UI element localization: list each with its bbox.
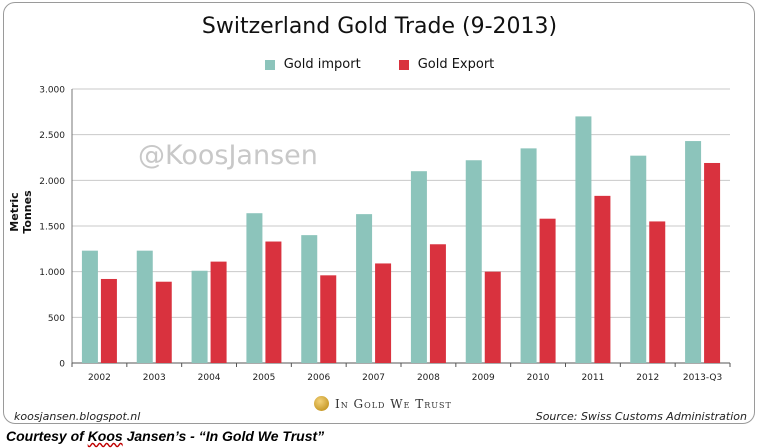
x-tick-label: 2008 [417, 373, 440, 383]
legend-item-import: Gold import [264, 57, 361, 72]
bar-gold-import [136, 250, 153, 363]
x-tick-label: 2012 [636, 373, 659, 383]
x-tick-label: 2005 [252, 373, 275, 383]
bar-gold-export [704, 162, 721, 363]
bar-gold-export [320, 275, 337, 363]
image-caption: Courtesy of Koos Jansen’s - “In Gold We … [6, 428, 324, 444]
bar-gold-import [356, 214, 373, 363]
y-tick-label: 2.000 [39, 177, 65, 187]
bar-gold-import [81, 250, 98, 363]
bar-gold-export [594, 195, 611, 363]
bar-gold-import [685, 141, 702, 363]
x-tick-label: 2010 [527, 373, 550, 383]
x-tick-label: 2013-Q3 [683, 373, 722, 383]
bar-gold-export [100, 278, 117, 363]
bar-gold-export [375, 263, 392, 363]
legend-label-import: Gold import [283, 57, 361, 72]
bar-gold-import [575, 116, 592, 364]
bar-gold-export [429, 244, 446, 363]
x-tick-label: 2009 [472, 373, 495, 383]
bar-gold-export [210, 261, 227, 363]
bar-gold-import [630, 155, 647, 363]
x-tick-label: 2002 [88, 373, 111, 383]
caption-suffix: Jansen’s - “In Gold We Trust” [122, 428, 325, 444]
y-tick-label: 1.000 [39, 268, 65, 278]
x-tick-label: 2007 [362, 373, 385, 383]
caption-prefix: Courtesy of [6, 428, 88, 444]
bar-gold-export [484, 271, 501, 363]
legend-item-export: Gold Export [398, 57, 495, 72]
watermark: @KoosJansen [138, 140, 318, 171]
bar-gold-import [301, 235, 318, 363]
chart-title: Switzerland Gold Trade (9-2013) [201, 14, 558, 39]
bar-gold-export [649, 221, 666, 363]
bar-gold-export [265, 241, 282, 363]
y-tick-label: 2.500 [39, 131, 65, 141]
y-tick-label: 1.500 [39, 223, 65, 233]
footer-url: koosjansen.blogspot.nl [14, 410, 141, 423]
bar-gold-import [191, 270, 208, 363]
footer-logo: In Gold We Trust [314, 396, 452, 411]
y-tick-label: 3.000 [39, 86, 65, 96]
x-tick-label: 2011 [581, 373, 604, 383]
bar-gold-export [539, 218, 556, 363]
y-tick-label: 500 [48, 314, 65, 324]
y-axis-label: Metric Tonnes [8, 190, 34, 234]
bar-gold-export [155, 281, 172, 363]
bar-gold-import [520, 148, 537, 363]
bar-gold-import [246, 213, 263, 363]
legend-swatch-import [264, 59, 275, 70]
footer-source: Source: Swiss Customs Administration [535, 410, 747, 423]
coin-icon [314, 396, 329, 411]
y-tick-label: 0 [59, 360, 65, 370]
x-tick-label: 2004 [198, 373, 221, 383]
footer-logo-text: In Gold We Trust [335, 396, 452, 411]
x-tick-label: 2006 [307, 373, 330, 383]
legend-label-export: Gold Export [417, 57, 495, 72]
caption-name: Koos [87, 428, 123, 444]
x-tick-label: 2003 [143, 373, 166, 383]
bar-gold-import [465, 160, 482, 363]
legend-swatch-export [398, 59, 409, 70]
bar-gold-import [410, 171, 427, 363]
chart-legend: Gold import Gold Export [0, 57, 759, 72]
